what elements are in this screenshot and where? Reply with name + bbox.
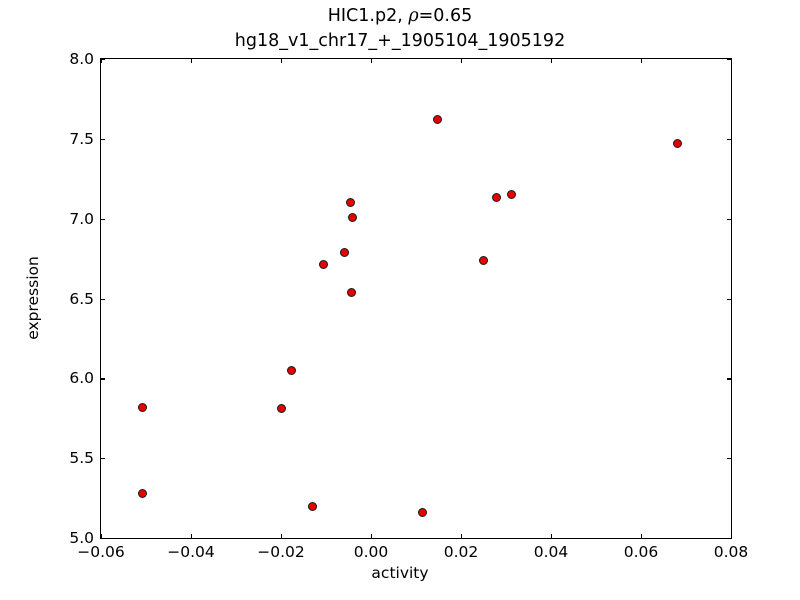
x-axis-tick-top — [461, 58, 463, 63]
y-axis-tick-label: 5.0 — [69, 529, 94, 547]
y-axis-tick — [100, 538, 105, 540]
x-axis-tick-label: 0.00 — [353, 543, 389, 561]
scatter-point — [138, 402, 148, 412]
x-axis-tick — [281, 534, 283, 539]
x-axis-tick-top — [101, 58, 103, 63]
y-axis-tick-label: 7.0 — [69, 209, 94, 228]
scatter-point — [347, 212, 357, 222]
axes-frame: −0.06 −0.04 −0.02 0.00 0.02 0.04 0.06 0.08 5.0 5.… — [69, 50, 748, 561]
y-axis-tick-right — [727, 59, 732, 61]
scatter-point — [276, 404, 286, 414]
x-axis-tick — [641, 534, 643, 539]
y-axis-tick-label: 5.5 — [69, 449, 94, 468]
x-axis-tick — [191, 534, 193, 539]
y-axis-tick-label: 8.0 — [69, 50, 94, 68]
y-axis-tick — [100, 59, 105, 61]
scatter-point — [286, 365, 296, 375]
x-axis-tick-label: −0.04 — [167, 543, 215, 561]
x-axis-tick-label: 0.02 — [443, 543, 479, 561]
plot-title-line-1: HIC1.p2, ρ=0.65 — [0, 4, 800, 29]
plot-title-line-1-prefix: HIC1.p2, — [327, 6, 409, 26]
scatter-point — [506, 190, 516, 200]
scatter-point — [672, 139, 682, 149]
y-axis-tick-right — [727, 138, 732, 141]
y-axis-tick-label: 7.5 — [69, 129, 94, 148]
x-axis-tick — [461, 534, 463, 539]
x-axis-tick — [731, 534, 733, 539]
y-axis-tick — [100, 458, 105, 460]
y-axis-label-text: expression — [24, 255, 43, 340]
y-axis-tick-right — [727, 538, 732, 540]
x-axis-tick — [101, 534, 103, 539]
scatter-point — [137, 488, 147, 498]
x-axis-tick-top — [371, 58, 373, 63]
plot-area — [101, 59, 731, 538]
scatter-point — [319, 260, 329, 270]
y-axis-tick-right — [727, 458, 732, 460]
y-axis-tick-right — [727, 218, 732, 220]
x-axis-tick-label: 0.08 — [713, 543, 749, 561]
x-axis-tick — [371, 534, 373, 539]
plot-title-line-1-suffix: =0.65 — [418, 6, 473, 26]
x-axis-label: activity — [371, 564, 429, 582]
scatter-point — [433, 115, 443, 125]
y-axis-tick-right — [727, 298, 732, 300]
scatter-point — [339, 247, 349, 257]
scatter-point — [345, 198, 355, 208]
y-axis-tick — [100, 298, 105, 300]
x-axis-tick-label: 0.06 — [623, 543, 659, 561]
x-axis-tick-label: 0.04 — [533, 543, 569, 561]
scatter-point — [346, 287, 356, 297]
scatter-point — [418, 507, 428, 517]
y-axis-tick-right — [727, 378, 732, 380]
y-axis-tick — [100, 138, 105, 141]
y-axis-tick-label: 6.5 — [69, 289, 94, 308]
x-axis-tick-label: −0.02 — [257, 543, 305, 561]
x-axis-tick-top — [281, 58, 283, 63]
x-axis-tick-label: −0.06 — [77, 543, 125, 561]
plot-title-line-2: hg18_v1_chr17_+_1905104_1905192 — [234, 31, 566, 51]
y-axis-tick — [100, 218, 105, 220]
rho-symbol: ρ — [408, 6, 419, 26]
x-axis-tick — [551, 534, 553, 539]
y-axis-tick — [100, 378, 105, 380]
scatter-point — [308, 501, 317, 511]
plot-title: HIC1.p2, ρ=0.65 hg18_v1_chr17_+_1905104_… — [0, 4, 800, 54]
y-axis-label: expression — [23, 58, 43, 537]
scatter-point — [492, 193, 502, 203]
y-axis-tick-label: 6.0 — [69, 369, 94, 388]
x-axis-tick-top — [731, 58, 733, 63]
x-axis-tick-top — [641, 58, 643, 63]
scatter-point — [478, 255, 488, 265]
x-axis-tick-top — [551, 58, 553, 63]
x-axis-tick-top — [191, 58, 193, 63]
